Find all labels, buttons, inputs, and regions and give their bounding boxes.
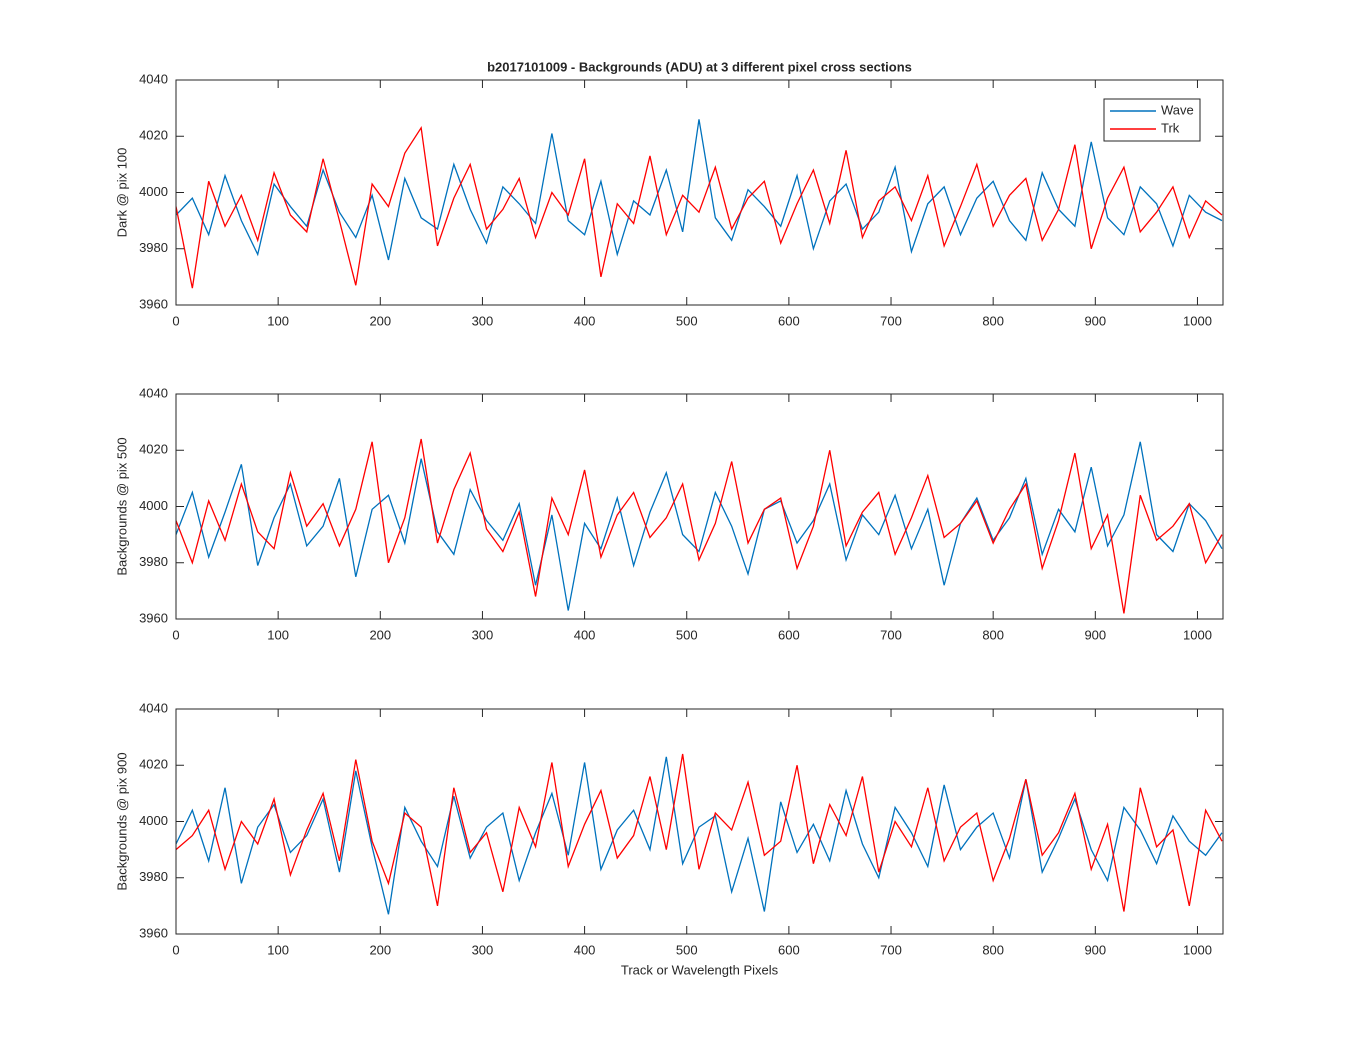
- subplot: 0 100 200 300 400 500 600 700 800 900 1000 3960 3980…: [114, 700, 1224, 977]
- x-tick-label: 100: [267, 313, 289, 328]
- y-tick-label: 4040: [139, 385, 168, 400]
- x-tick-label: 1000: [1183, 627, 1212, 642]
- x-tick-label: 900: [1084, 313, 1106, 328]
- x-tick-label: 1000: [1183, 942, 1212, 957]
- y-axis-label: Backgrounds @ pix 900: [114, 752, 129, 890]
- y-tick-label: 3960: [139, 925, 168, 940]
- x-tick-label: 100: [267, 942, 289, 957]
- x-tick-label: 800: [982, 313, 1004, 328]
- y-tick-label: 3980: [139, 869, 168, 884]
- x-tick-label: 1000: [1183, 313, 1212, 328]
- x-tick-label: 800: [982, 942, 1004, 957]
- data-line: [176, 756, 1223, 915]
- y-tick-label: 3980: [139, 240, 168, 255]
- x-tick-label: 400: [574, 313, 596, 328]
- data-line: [176, 753, 1223, 912]
- y-tick-label: 4020: [139, 128, 168, 143]
- y-axis-label: Dark @ pix 100: [114, 148, 129, 238]
- x-tick-label: 800: [982, 627, 1004, 642]
- x-tick-label: 0: [172, 942, 179, 957]
- y-tick-label: 4020: [139, 442, 168, 457]
- x-tick-label: 0: [172, 627, 179, 642]
- x-tick-label: 300: [472, 942, 494, 957]
- subplot: b2017101009 - Backgrounds (ADU) at 3 dif…: [114, 59, 1224, 328]
- y-tick-label: 4040: [139, 700, 168, 715]
- x-tick-label: 300: [472, 627, 494, 642]
- x-tick-label: 900: [1084, 942, 1106, 957]
- x-tick-label: 400: [574, 942, 596, 957]
- x-tick-label: 200: [369, 627, 391, 642]
- y-tick-label: 3980: [139, 554, 168, 569]
- y-tick-label: 4000: [139, 498, 168, 513]
- x-tick-label: 500: [676, 942, 698, 957]
- data-line: [176, 119, 1223, 261]
- x-tick-label: 400: [574, 627, 596, 642]
- y-tick-label: 4020: [139, 757, 168, 772]
- x-tick-label: 700: [880, 942, 902, 957]
- axes-box: [175, 79, 1224, 306]
- x-tick-label: 600: [778, 942, 800, 957]
- axes-box: [175, 393, 1224, 620]
- y-tick-label: 3960: [139, 610, 168, 625]
- data-line: [176, 438, 1223, 614]
- x-tick-label: 700: [880, 627, 902, 642]
- chart-title: b2017101009 - Backgrounds (ADU) at 3 dif…: [487, 59, 912, 74]
- y-tick-label: 4040: [139, 71, 168, 86]
- y-tick-label: 3960: [139, 296, 168, 311]
- y-axis-label: Backgrounds @ pix 500: [114, 437, 129, 575]
- x-tick-label: 200: [369, 313, 391, 328]
- x-tick-label: 900: [1084, 627, 1106, 642]
- legend-box: [1103, 98, 1201, 142]
- x-tick-label: 500: [676, 627, 698, 642]
- x-tick-label: 300: [472, 313, 494, 328]
- x-tick-label: 100: [267, 627, 289, 642]
- data-line: [176, 125, 1223, 289]
- y-tick-label: 4000: [139, 813, 168, 828]
- x-tick-label: 200: [369, 942, 391, 957]
- subplot: 0 100 200 300 400 500 600 700 800 900 1000 3960 3980…: [114, 385, 1224, 642]
- x-tick-label: 600: [778, 313, 800, 328]
- legend-label: Wave: [1161, 102, 1194, 117]
- x-tick-label: 500: [676, 313, 698, 328]
- data-line: [176, 441, 1223, 611]
- y-tick-label: 4000: [139, 184, 168, 199]
- x-axis-label: Track or Wavelength Pixels: [621, 962, 779, 977]
- x-tick-label: 700: [880, 313, 902, 328]
- x-tick-label: 0: [172, 313, 179, 328]
- legend-label: Trk: [1161, 120, 1180, 135]
- x-tick-label: 600: [778, 627, 800, 642]
